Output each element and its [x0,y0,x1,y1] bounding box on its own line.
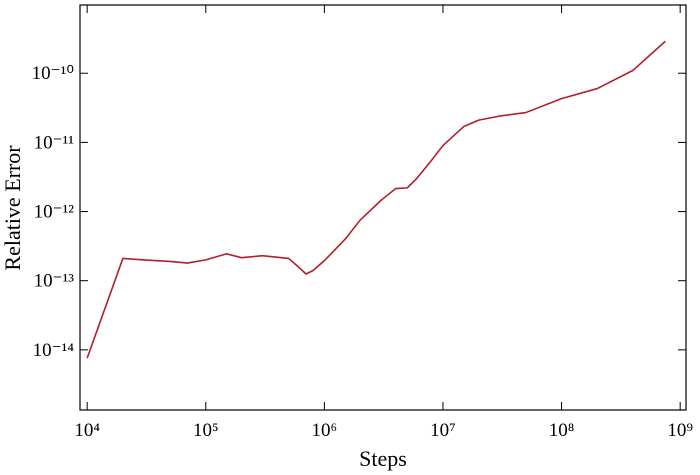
x-axis-title: Steps [359,446,407,471]
y-tick-label: 10⁻¹² [34,202,75,223]
plot-frame [79,4,687,411]
y-axis-title: Relative Error [0,145,25,271]
x-tick-label: 10⁹ [667,420,693,441]
y-tick-label: 10⁻¹⁴ [33,340,75,361]
x-tick-label: 10⁷ [430,420,456,441]
x-tick-label: 10⁴ [74,420,100,441]
x-tick-label: 10⁶ [312,420,338,441]
x-tick-label: 10⁸ [549,420,575,441]
y-tick-label: 10⁻¹¹ [34,132,75,153]
y-tick-label: 10⁻¹⁰ [32,63,74,84]
x-tick-label: 10⁵ [193,420,219,441]
y-tick-label: 10⁻¹³ [34,271,75,292]
data-line [86,40,666,359]
